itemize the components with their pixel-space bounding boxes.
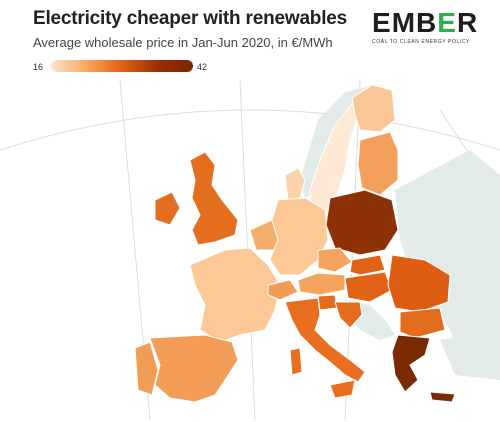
- region-greece-islands: [429, 391, 456, 403]
- region-spain: [149, 334, 239, 403]
- non-eu-land-east: [395, 150, 500, 355]
- region-sicily: [329, 379, 356, 399]
- region-poland: [325, 189, 399, 256]
- region-austria: [297, 272, 346, 296]
- region-croatia: [334, 301, 363, 329]
- region-greece: [391, 334, 431, 393]
- legend-max-label: 42: [197, 62, 208, 72]
- legend-gradient-bar: [51, 60, 193, 72]
- color-legend: 16 42: [33, 58, 213, 76]
- region-slovenia: [317, 294, 338, 311]
- ember-logo: EMBER COAL TO CLEAN ENERGY POLICY: [372, 8, 484, 46]
- legend-min-label: 16: [33, 62, 44, 72]
- region-sardinia: [289, 347, 303, 376]
- map-subtitle: Average wholesale price in Jan-Jun 2020,…: [33, 35, 333, 50]
- logo-letter: R: [456, 7, 479, 38]
- non-eu-land-turkey: [440, 330, 500, 380]
- logo-tagline: COAL TO CLEAN ENERGY POLICY: [372, 39, 470, 45]
- region-romania: [387, 254, 451, 313]
- graticule-line: [0, 109, 500, 151]
- region-switzerland: [267, 279, 299, 301]
- logo-letter: M: [391, 7, 417, 38]
- region-finland: [351, 84, 396, 133]
- region-bulgaria: [399, 307, 446, 339]
- map-title: Electricity cheaper with renewables: [33, 8, 348, 29]
- region-hungary: [344, 271, 393, 303]
- region-czechia: [317, 247, 353, 273]
- region-ireland: [154, 191, 181, 226]
- region-portugal: [134, 341, 159, 396]
- logo-letter: E: [437, 7, 457, 38]
- region-germany: [269, 197, 329, 276]
- logo-letter: E: [372, 7, 392, 38]
- logo-letter: B: [416, 7, 438, 38]
- europe-price-map: [0, 80, 500, 421]
- region-united-kingdom: [189, 151, 239, 246]
- region-france: [189, 247, 281, 343]
- logo-wordmark: EMBER: [372, 8, 484, 38]
- region-italy: [284, 297, 366, 383]
- region-baltics: [357, 131, 399, 196]
- region-denmark: [284, 167, 306, 201]
- region-slovakia: [349, 254, 386, 276]
